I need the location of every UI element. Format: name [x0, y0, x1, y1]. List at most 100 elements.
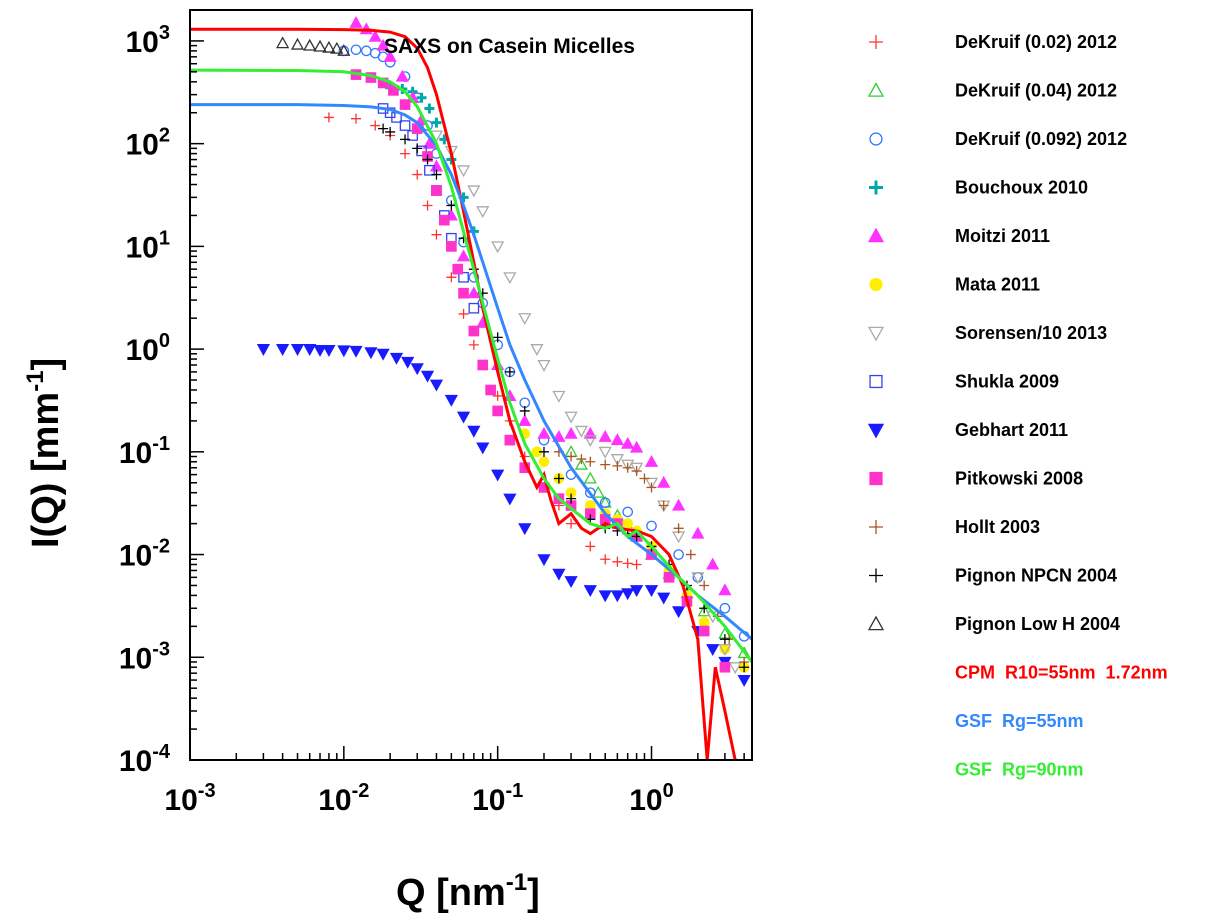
data-point — [518, 523, 532, 536]
data-point — [657, 475, 671, 488]
legend-marker — [867, 615, 885, 631]
data-point — [519, 405, 530, 416]
data-point — [485, 384, 496, 396]
data-point — [728, 662, 742, 675]
data-point — [446, 272, 457, 283]
data-point — [303, 38, 317, 51]
legend-label: Pitkowski 2008 — [955, 469, 1083, 489]
data-point — [629, 585, 644, 598]
legend-marker — [869, 568, 883, 583]
data-point — [673, 549, 684, 560]
data-point — [412, 143, 423, 154]
data-point — [452, 263, 464, 275]
data-point — [389, 352, 404, 365]
data-point — [518, 414, 532, 426]
data-point — [719, 661, 731, 673]
y-tick-label: 101 — [126, 227, 171, 264]
data-point — [290, 344, 305, 356]
data-point — [468, 339, 479, 350]
data-point — [290, 37, 305, 50]
data-point — [610, 590, 624, 603]
legend-label-gsf-rg-55nm: GSF Rg=55nm — [955, 711, 1084, 731]
data-point — [631, 466, 642, 477]
data-point — [395, 69, 409, 82]
data-point — [351, 113, 362, 124]
series-mata-2011 — [519, 428, 750, 673]
chart-title: SAXS on Casein Micelles — [384, 35, 635, 58]
legend-item-bouchoux-2010: Bouchoux 2010 — [869, 178, 1088, 198]
legend-item-pitkowski-2008: Pitkowski 2008 — [869, 469, 1083, 489]
y-axis-title: I(Q) [mm-1] — [22, 358, 67, 548]
data-point — [671, 498, 686, 511]
series-sorensen-10-2013 — [429, 130, 742, 675]
data-point — [458, 271, 469, 283]
data-point — [322, 40, 336, 53]
data-point — [564, 576, 578, 589]
data-point — [504, 366, 515, 377]
data-point — [644, 477, 659, 490]
data-point — [420, 370, 435, 383]
data-point — [739, 662, 750, 673]
data-point — [699, 580, 710, 591]
data-point — [468, 325, 480, 337]
data-point — [576, 454, 587, 465]
data-point — [256, 344, 271, 356]
data-point — [698, 625, 710, 637]
data-point — [330, 41, 344, 54]
data-point — [706, 644, 720, 656]
data-point — [583, 435, 597, 447]
data-point — [313, 344, 327, 357]
data-point — [422, 136, 437, 149]
data-point — [566, 518, 577, 529]
data-point — [552, 568, 566, 581]
data-point — [691, 526, 705, 539]
y-tick-label: 102 — [126, 125, 171, 162]
data-point — [644, 454, 659, 467]
legend-item-shukla-2009: Shukla 2009 — [869, 372, 1059, 392]
legend-label: Hollt 2003 — [955, 517, 1040, 537]
data-point — [610, 454, 624, 466]
data-point — [439, 214, 450, 226]
data-point — [360, 45, 372, 57]
data-point — [583, 471, 597, 484]
data-point — [383, 49, 397, 62]
data-point — [337, 345, 351, 358]
data-point — [553, 473, 564, 484]
data-point — [621, 436, 635, 449]
data-point — [673, 523, 684, 534]
legend-label: Moitzi 2011 — [955, 226, 1050, 246]
data-point — [456, 249, 471, 262]
x-axis-title-end: ] — [527, 872, 540, 914]
legend-marker — [869, 520, 883, 534]
fit-curve-gsf-rg-55nm — [190, 103, 752, 641]
data-point — [276, 36, 290, 49]
data-point — [574, 425, 588, 438]
data-point — [400, 148, 411, 159]
data-point — [424, 103, 435, 114]
y-axis-title-main: I(Q) [mm — [25, 392, 67, 548]
legend-item-dekruif-0-02-2012: DeKruif (0.02) 2012 — [869, 32, 1117, 52]
data-point — [658, 500, 669, 511]
x-tick-label: 10-3 — [164, 780, 215, 817]
data-point — [456, 165, 471, 178]
series-pitkowski-2008 — [350, 69, 731, 673]
data-point — [583, 585, 597, 598]
data-point — [349, 15, 363, 28]
data-point — [322, 344, 336, 357]
data-point — [621, 588, 635, 601]
data-point — [350, 44, 362, 56]
data-point — [476, 206, 490, 219]
data-point — [697, 604, 711, 617]
data-point — [422, 120, 433, 131]
data-point — [719, 602, 731, 614]
data-point — [663, 572, 675, 583]
plot-frame — [189, 9, 753, 761]
legend-marker — [869, 471, 883, 486]
data-point — [412, 169, 423, 180]
legend-marker — [869, 132, 883, 146]
data-point — [530, 344, 544, 356]
x-axis-title: Q [nm-1] — [396, 869, 540, 914]
data-point — [503, 493, 517, 506]
x-tick-label: 10-2 — [318, 780, 369, 817]
data-point — [370, 120, 381, 131]
